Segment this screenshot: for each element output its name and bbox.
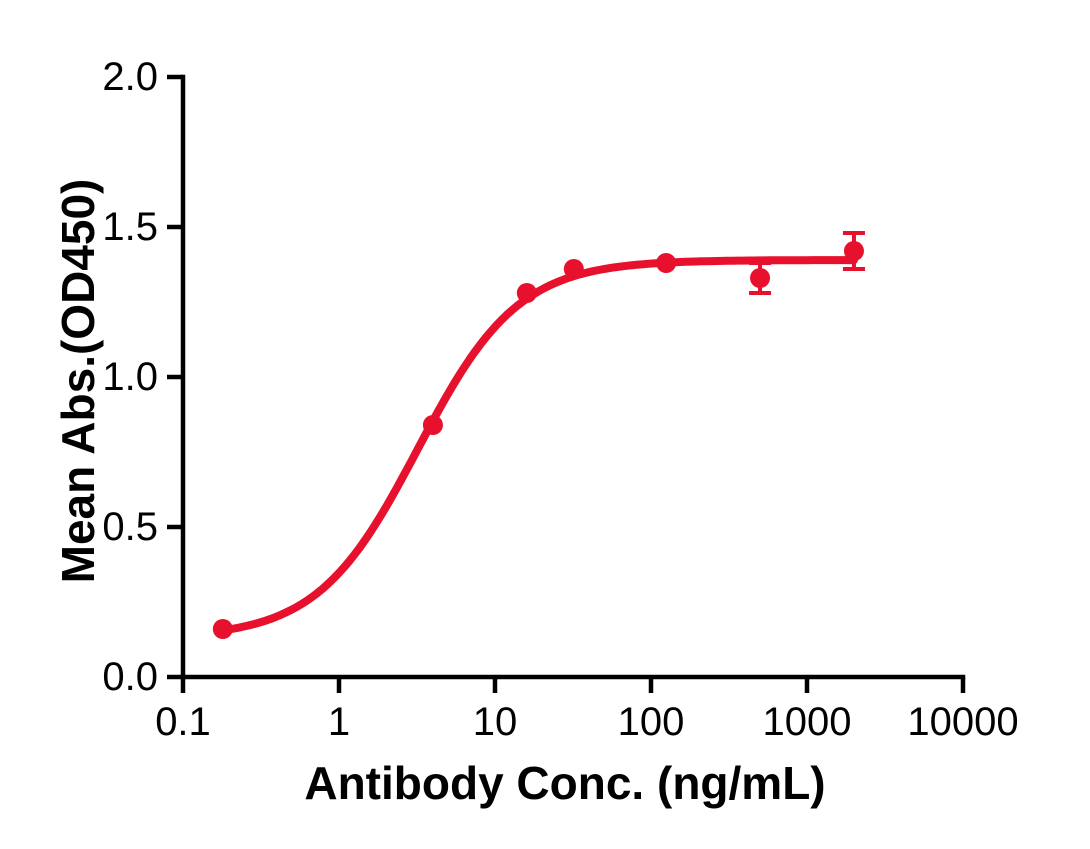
data-point-marker (563, 259, 584, 279)
x-axis-title: Antibody Conc. (ng/mL) (304, 757, 825, 809)
y-tick-label: 0.5 (102, 505, 158, 549)
data-point-marker (750, 268, 771, 288)
x-tick-label: 0.1 (155, 700, 211, 744)
y-tick-label: 2.0 (102, 55, 158, 99)
data-point-marker (212, 619, 233, 639)
x-tick-label: 1 (328, 700, 350, 744)
y-tick-label: 0.0 (102, 655, 158, 699)
x-tick-label: 10000 (907, 700, 1018, 744)
x-tick-label: 10 (473, 700, 518, 744)
y-tick-label: 1.5 (102, 205, 158, 249)
data-point-marker (422, 415, 443, 435)
y-tick-label: 1.0 (102, 355, 158, 399)
y-axis-title: Mean Abs.(OD450) (52, 179, 104, 584)
x-tick-label: 100 (618, 700, 685, 744)
data-point-marker (656, 253, 677, 273)
x-tick-label: 1000 (763, 700, 852, 744)
fit-curve (218, 256, 858, 635)
data-point-marker (843, 241, 864, 261)
data-point-marker (516, 283, 537, 303)
